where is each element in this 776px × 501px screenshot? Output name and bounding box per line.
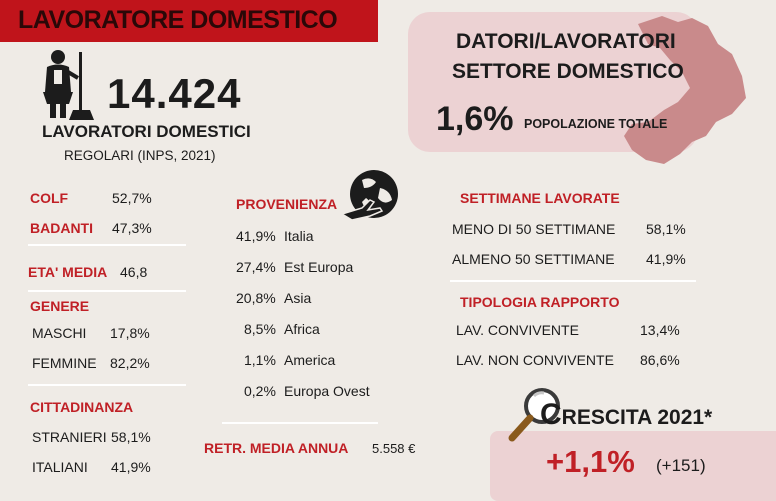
gender-male-value: 17,8% [110,325,150,341]
relationship-title: TIPOLOGIA RAPPORTO [460,294,620,310]
domestic-worker-icon [43,50,94,120]
origin-item-value: 27,4% [236,259,276,275]
growth-absolute: (+151) [656,456,706,475]
weeks-less-value: 58,1% [646,221,686,237]
relationship-live-in-value: 13,4% [640,322,680,338]
weeks-less-label: MENO DI 50 SETTIMANE [452,221,616,237]
origin-item-label: Italia [284,228,314,244]
relationship-live-out-label: LAV. NON CONVIVENTE [456,352,614,368]
citizenship-italian-value: 41,9% [111,459,151,475]
age-value: 46,8 [120,264,148,280]
origin-item-label: Est Europa [284,259,354,275]
worker-count-sublabel: REGOLARI (INPS, 2021) [64,148,216,163]
weeks-title: SETTIMANE LAVORATE [460,190,620,206]
growth-title-initial: C [540,398,562,431]
colf-value: 52,7% [112,190,152,206]
growth-percent: +1,1% [546,444,635,479]
worker-count-label: LAVORATORI DOMESTICI [42,122,251,141]
population-percent-label: POPOLAZIONE TOTALE [524,117,668,131]
population-title-line2: SETTORE DOMESTICO [452,60,684,83]
origin-item-value: 20,8% [236,290,276,306]
population-title-line1: DATORI/LAVORATORI [456,30,676,53]
colf-label: COLF [30,190,69,206]
badanti-value: 47,3% [112,220,152,236]
origin-item-label: Africa [284,321,320,337]
citizenship-foreign-value: 58,1% [111,429,151,445]
origin-title: PROVENIENZA [236,196,338,212]
growth-title: CRESCITA 2021* [540,398,712,432]
globe-plane-icon [340,170,398,221]
origin-item-value: 0,2% [244,383,276,399]
salary-value: 5.558 € [372,441,416,456]
citizenship-foreign-label: STRANIERI [32,429,107,445]
divider [28,384,186,386]
relationship-live-in-label: LAV. CONVIVENTE [456,322,579,338]
growth-title-rest: RESCITA 2021* [561,406,713,429]
origin-item-label: America [284,352,336,368]
citizenship-italian-label: ITALIANI [32,459,88,475]
population-percent: 1,6% [436,100,514,138]
calabria-map-icon [624,16,746,164]
salary-label: RETR. MEDIA ANNUA [204,440,349,456]
gender-male-label: MASCHI [32,325,87,341]
origin-item-value: 1,1% [244,352,276,368]
origin-item-label: Europa Ovest [284,383,370,399]
badanti-label: BADANTI [30,220,93,236]
weeks-atleast-value: 41,9% [646,251,686,267]
divider [28,290,186,292]
origin-item-value: 41,9% [236,228,276,244]
divider [450,280,696,282]
divider [222,422,378,424]
gender-female-label: FEMMINE [32,355,97,371]
page-title: LAVORATORE DOMESTICO [18,6,338,34]
header-banner [0,0,378,42]
relationship-live-out-value: 86,6% [640,352,680,368]
gender-title: GENERE [30,298,90,314]
magnifier-icon [508,388,560,442]
worker-count: 14.424 [107,70,242,117]
age-label: ETA' MEDIA [28,264,108,280]
origin-item-label: Asia [284,290,312,306]
gender-female-value: 82,2% [110,355,150,371]
divider [28,244,186,246]
weeks-atleast-label: ALMENO 50 SETTIMANE [452,251,615,267]
citizenship-title: CITTADINANZA [30,399,134,415]
origin-item-value: 8,5% [244,321,276,337]
